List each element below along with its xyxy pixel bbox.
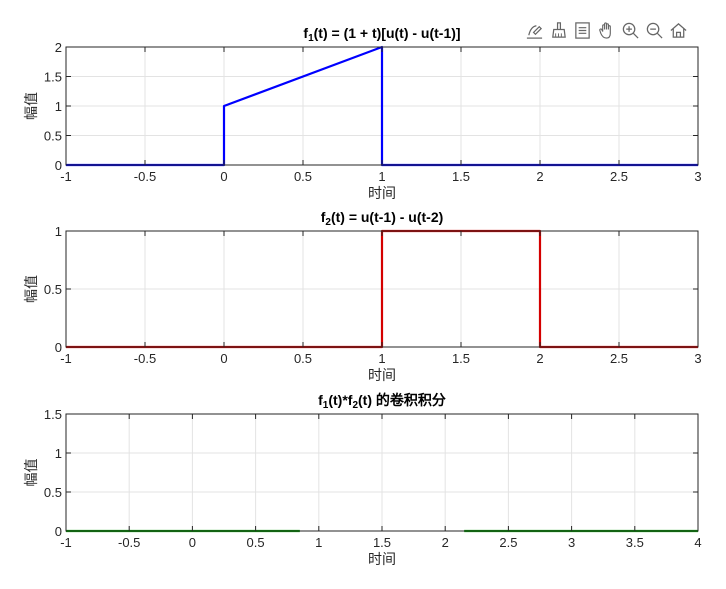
x-tick-label: -1	[60, 351, 72, 366]
y-tick-label: 1.5	[44, 70, 62, 85]
x-tick-label: 2.5	[610, 169, 628, 184]
home-icon[interactable]	[668, 20, 689, 41]
title-subscript: 2	[325, 217, 331, 228]
title-part: f	[318, 392, 323, 408]
x-tick-label: -0.5	[118, 535, 140, 550]
x-tick-label: -0.5	[134, 351, 156, 366]
x-tick-label: 2.5	[499, 535, 517, 550]
y-tick-label: 0.5	[44, 485, 62, 500]
x-tick-label: 1	[378, 169, 385, 184]
y-tick-label: 1	[55, 99, 62, 114]
x-tick-label: -1	[60, 169, 72, 184]
chart-title: f1(t) = (1 + t)[u(t) - u(t-1)]	[303, 25, 460, 44]
x-tick-label: 0	[220, 351, 227, 366]
title-part: f	[321, 209, 326, 225]
x-tick-label: 1	[378, 351, 385, 366]
x-tick-label: -1	[60, 535, 72, 550]
x-tick-label: 0.5	[294, 351, 312, 366]
x-axis-label: 时间	[368, 368, 396, 384]
y-tick-label: 0.5	[44, 282, 62, 297]
x-tick-label: 0	[220, 169, 227, 184]
y-tick-label: 1	[55, 224, 62, 239]
title-subscript: 1	[323, 400, 329, 411]
x-tick-label: 0	[189, 535, 196, 550]
x-tick-label: 3.5	[626, 535, 644, 550]
x-tick-label: 3	[694, 169, 701, 184]
data-tips-icon[interactable]	[524, 20, 545, 41]
title-part: (t) = (1 + t)[u(t) - u(t-1)]	[314, 25, 461, 41]
title-part: f	[303, 25, 308, 41]
x-tick-label: 0.5	[294, 169, 312, 184]
title-subscript: 1	[308, 33, 314, 44]
chart-title: f1(t)*f2(t) 的卷积积分	[318, 392, 446, 411]
axes-toolbar	[524, 20, 689, 41]
y-tick-label: 1	[55, 446, 62, 461]
x-tick-label: 3	[568, 535, 575, 550]
x-tick-label: -0.5	[134, 169, 156, 184]
x-axis-label: 时间	[368, 186, 396, 202]
subplot-3: -1 -0.5 0 0.5 1 1.5 2 2.5 3 3.5 400.511.5时间幅值f1(t)…	[24, 392, 702, 568]
zoom-in-icon[interactable]	[620, 20, 641, 41]
data-cursor-icon[interactable]	[572, 20, 593, 41]
y-tick-label: 0	[55, 340, 62, 355]
y-axis-label: 幅值	[24, 459, 40, 487]
chart-title: f2(t) = u(t-1) - u(t-2)	[321, 209, 444, 228]
x-tick-label: 1.5	[373, 535, 391, 550]
x-tick-label: 3	[694, 351, 701, 366]
x-tick-label: 2	[536, 351, 543, 366]
title-part: (t) = u(t-1) - u(t-2)	[331, 209, 443, 225]
x-tick-label: 1	[315, 535, 322, 550]
x-tick-label: 1.5	[452, 169, 470, 184]
y-tick-label: 2	[55, 40, 62, 55]
title-part: (t)*f	[328, 392, 352, 408]
x-tick-label: 2.5	[610, 351, 628, 366]
zoom-out-icon[interactable]	[644, 20, 665, 41]
y-axis-label: 幅值	[24, 275, 40, 303]
y-tick-label: 1.5	[44, 407, 62, 422]
x-tick-label: 4	[694, 535, 701, 550]
x-tick-label: 1.5	[452, 351, 470, 366]
x-tick-label: 0.5	[247, 535, 265, 550]
y-tick-label: 0.5	[44, 129, 62, 144]
y-tick-label: 0	[55, 158, 62, 173]
pan-hand-icon[interactable]	[596, 20, 617, 41]
title-subscript: 2	[352, 400, 358, 411]
x-axis-label: 时间	[368, 552, 396, 568]
title-part: (t) 的卷积积分	[358, 392, 446, 408]
x-tick-label: 2	[536, 169, 543, 184]
x-tick-label: 2	[442, 535, 449, 550]
brush-icon[interactable]	[548, 20, 569, 41]
y-axis-label: 幅值	[24, 92, 40, 120]
y-tick-label: 0	[55, 524, 62, 539]
